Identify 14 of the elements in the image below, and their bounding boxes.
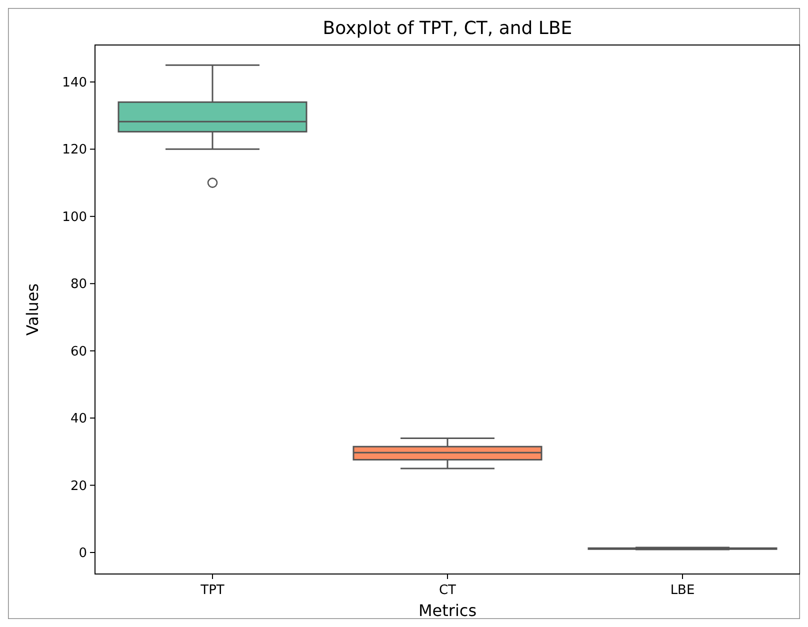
y-tick-label: 40 — [70, 412, 87, 427]
y-tick-label: 140 — [62, 76, 87, 91]
y-tick-label: 120 — [62, 142, 87, 158]
y-tick-label: 0 — [78, 546, 87, 562]
y-tick-label: 20 — [70, 478, 87, 494]
y-axis-title: Values — [23, 283, 42, 336]
chart-title: Boxplot of TPT, CT, and LBE — [322, 18, 572, 39]
y-tick-label: 60 — [70, 344, 87, 360]
x-axis-title: Metrics — [418, 601, 477, 620]
x-tick-label: LBE — [670, 583, 695, 598]
x-tick-label: CT — [438, 583, 456, 598]
y-tick-label: 80 — [70, 277, 87, 292]
x-tick-label: TPT — [200, 583, 224, 598]
y-tick-label: 100 — [62, 210, 87, 225]
